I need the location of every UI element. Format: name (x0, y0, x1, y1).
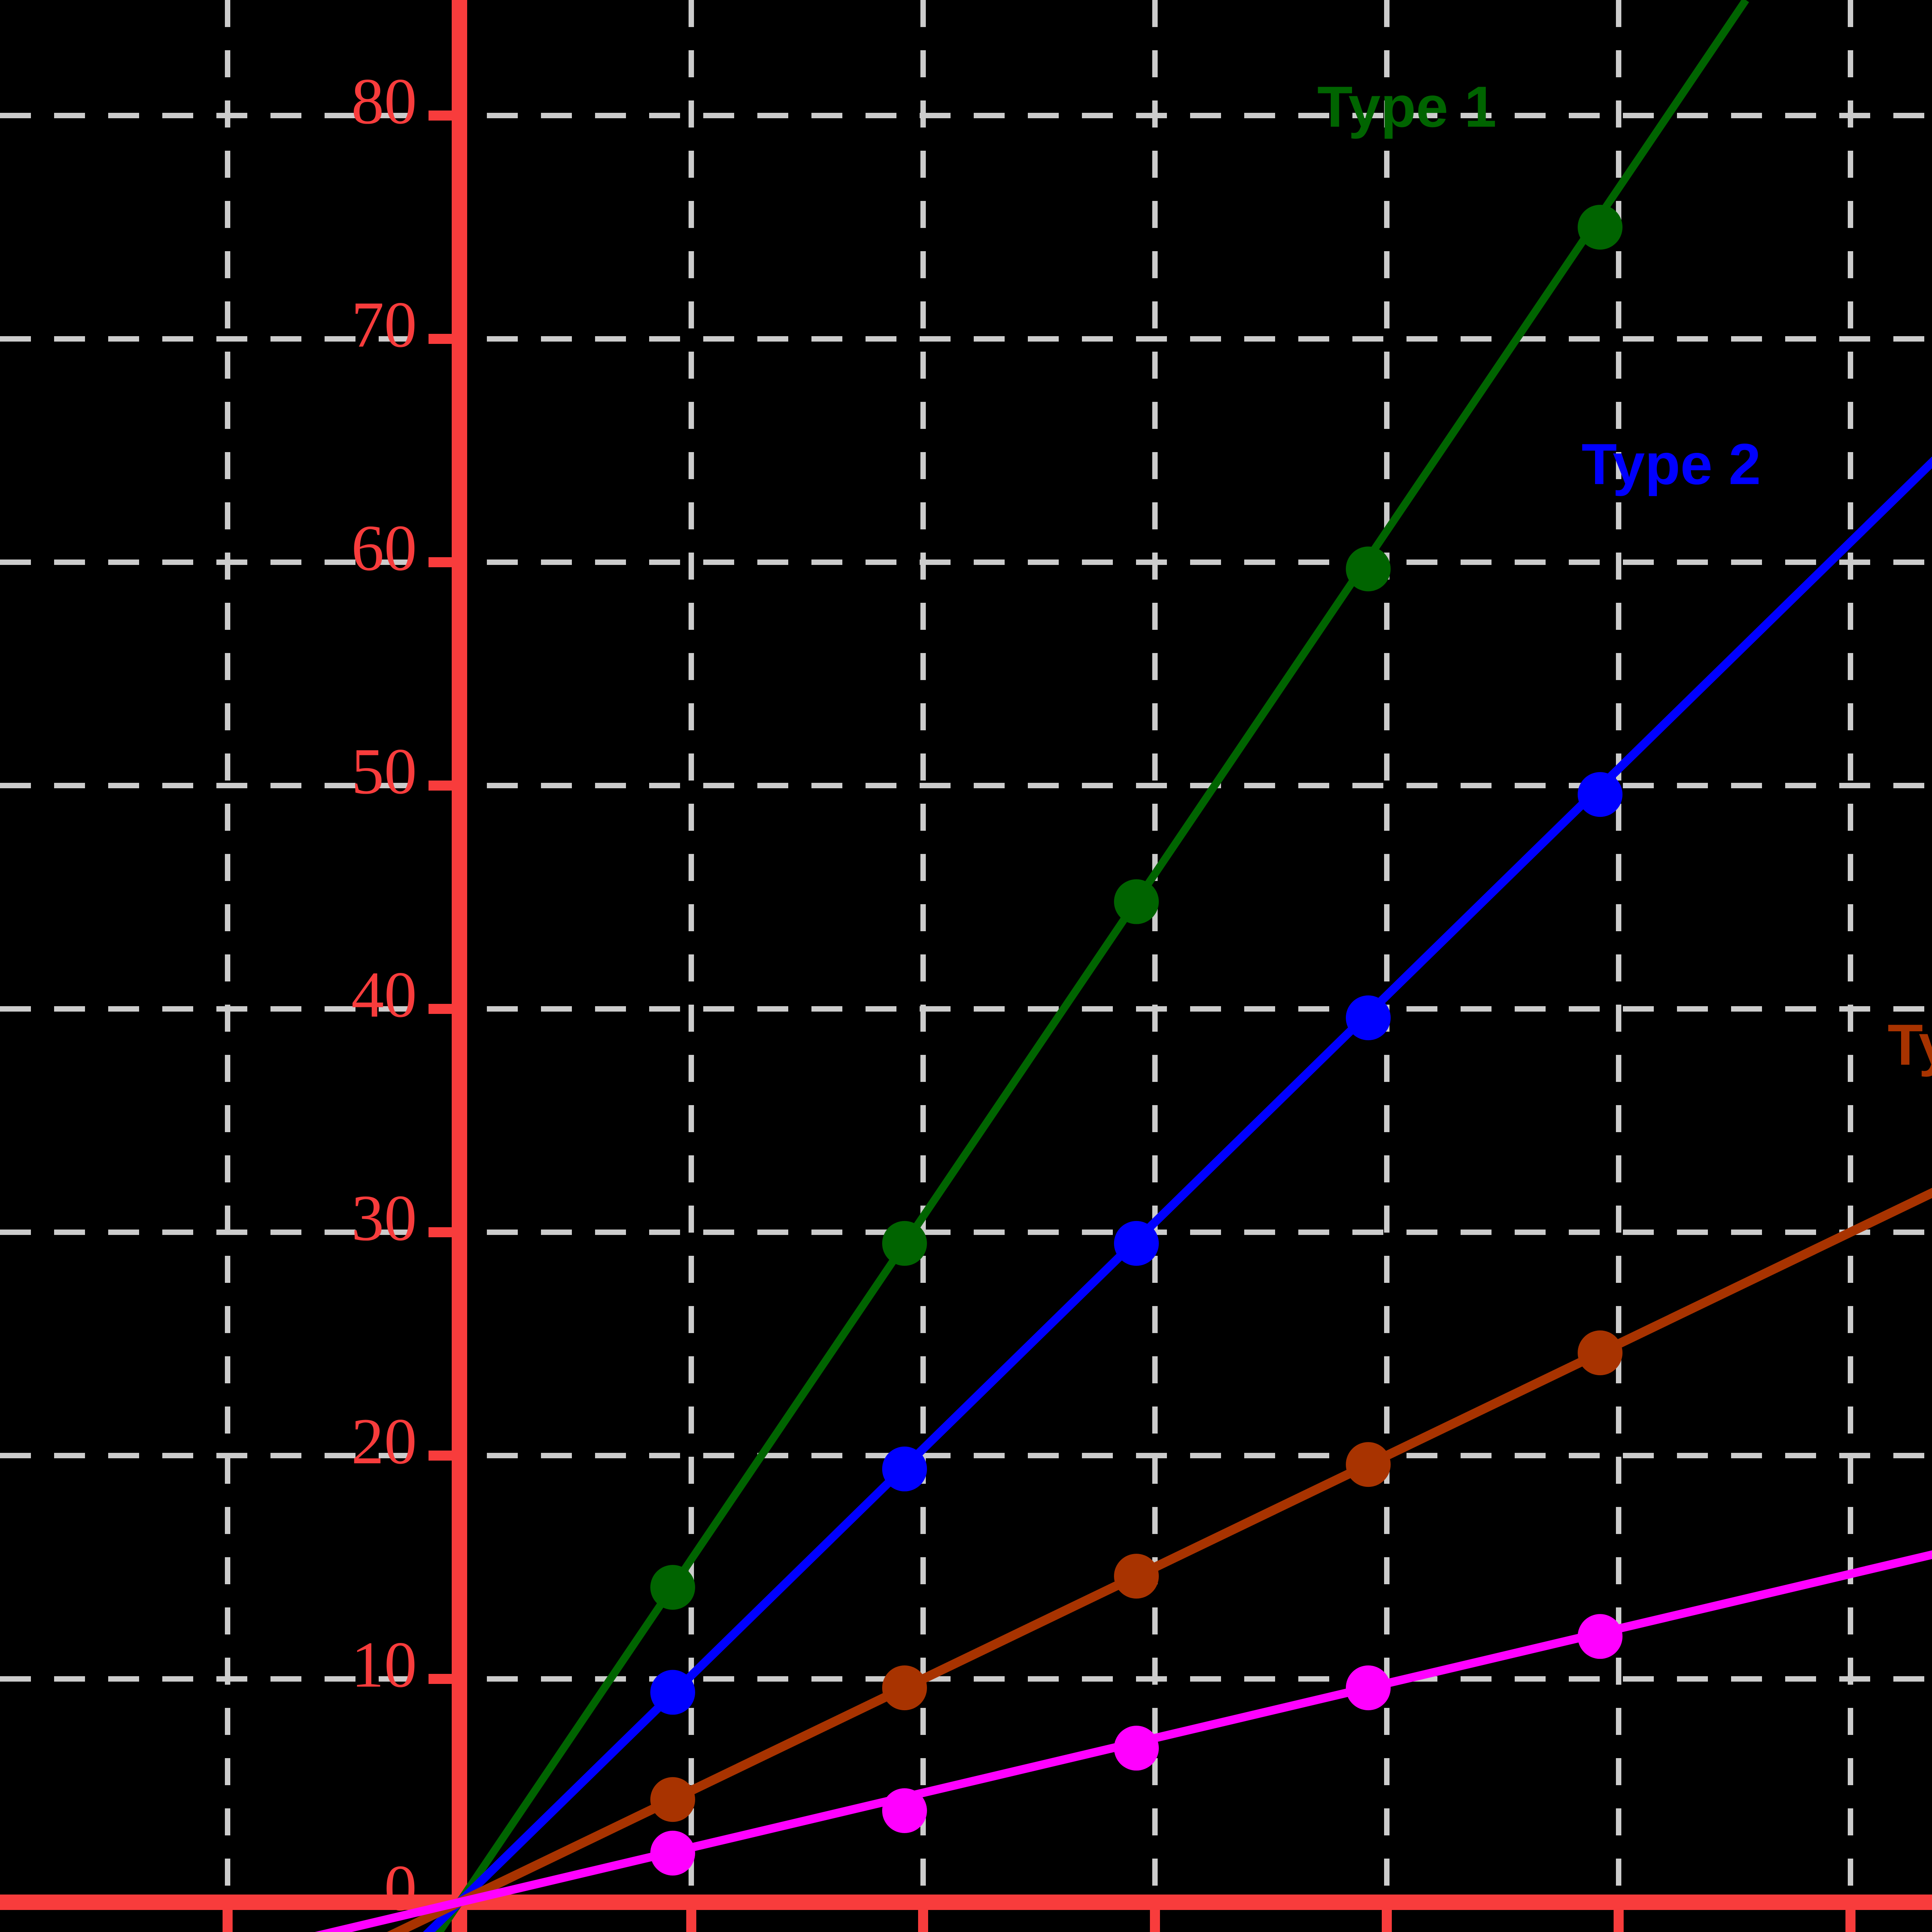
data-point-marker[interactable] (882, 1788, 927, 1833)
data-point-marker[interactable] (882, 1221, 927, 1266)
series-line-2 (423, 456, 1932, 1932)
series-line-4 (315, 1550, 1932, 1932)
data-point-marker[interactable] (1578, 1614, 1622, 1659)
data-point-marker[interactable] (1578, 205, 1622, 250)
x-tick-label: 10 (938, 1927, 1003, 1932)
x-tick-label: 30 (1865, 1927, 1931, 1932)
x-tick-label: 0 (474, 1927, 507, 1932)
data-point-marker[interactable] (1346, 546, 1391, 592)
data-point-marker[interactable] (650, 1565, 695, 1610)
series-label-2[interactable]: Type 2 (1582, 432, 1761, 497)
y-tick-label: 30 (351, 1182, 417, 1254)
y-tick-label: 70 (351, 288, 417, 361)
tick-marks-group (223, 111, 1855, 1932)
x-tick-label: 20 (1401, 1927, 1467, 1932)
x-tick-label: -5 (242, 1927, 297, 1932)
data-point-marker[interactable] (1114, 1726, 1159, 1771)
data-point-marker[interactable] (1578, 1330, 1622, 1376)
y-tick-label: 80 (351, 65, 417, 138)
y-tick-label: 0 (384, 1852, 417, 1924)
data-point-marker[interactable] (1114, 1221, 1159, 1266)
data-point-marker[interactable] (1346, 1442, 1391, 1487)
data-point-marker[interactable] (882, 1665, 927, 1711)
data-point-marker[interactable] (1114, 879, 1159, 924)
y-tick-label: 40 (351, 958, 417, 1031)
series-markers-group (650, 205, 1622, 1876)
x-tick-label: 15 (1170, 1927, 1235, 1932)
y-tick-label: 60 (351, 512, 417, 584)
data-point-marker[interactable] (1114, 1554, 1159, 1599)
series-label-3[interactable]: Type 3 (1888, 1012, 1932, 1077)
data-point-marker[interactable] (1346, 1665, 1391, 1711)
tick-labels-group: -505101520253035404501020304050607080 (242, 65, 1931, 1932)
series-line-1 (434, 0, 1749, 1932)
series-line-3 (387, 1188, 1932, 1932)
x-tick-label: 5 (706, 1927, 739, 1932)
data-point-marker[interactable] (650, 1777, 695, 1822)
data-point-marker[interactable] (1578, 772, 1622, 817)
data-point-marker[interactable] (650, 1670, 695, 1715)
series-label-1[interactable]: Type 1 (1317, 74, 1497, 139)
data-point-marker[interactable] (650, 1830, 695, 1876)
data-point-marker[interactable] (1346, 995, 1391, 1041)
x-tick-label: 25 (1633, 1927, 1699, 1932)
y-tick-label: 10 (351, 1628, 417, 1701)
y-tick-label: 50 (351, 735, 417, 808)
y-tick-label: 20 (351, 1405, 417, 1478)
data-point-marker[interactable] (882, 1446, 927, 1492)
